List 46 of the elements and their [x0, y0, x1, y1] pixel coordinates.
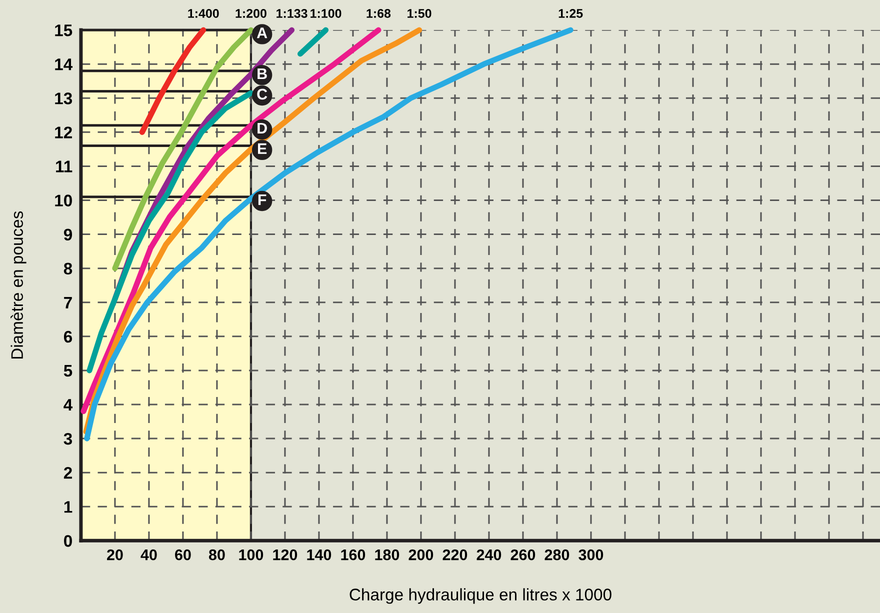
ref-line-label: D [258, 122, 267, 134]
x-tick-label: 80 [208, 549, 225, 560]
x-tick-label: 140 [307, 549, 332, 560]
x-tick-label: 180 [375, 549, 400, 560]
y-tick-label: 13 [55, 92, 72, 104]
x-axis-title: Charge hydraulique en litres x 1000 [350, 588, 612, 604]
x-tick-label: 120 [273, 549, 298, 560]
ref-line-label: E [258, 143, 267, 154]
ref-line-label: F [258, 194, 266, 205]
series-label: 1:50 [408, 8, 432, 18]
series-label: 1:133 [276, 8, 308, 18]
x-tick-label: 40 [140, 549, 157, 560]
y-tick-label: 10 [55, 194, 72, 206]
y-tick-label: 0 [64, 535, 72, 547]
ref-line-label: C [257, 88, 268, 100]
series-label: 1:400 [188, 8, 219, 18]
y-tick-label: 15 [55, 24, 72, 36]
series-label: 1:200 [236, 8, 266, 18]
y-tick-label: 3 [64, 432, 72, 445]
x-tick-label: 260 [510, 549, 536, 560]
y-axis-title: Diamètre en pouces [10, 211, 26, 359]
y-tick-label: 2 [64, 466, 72, 479]
y-tick-label: 5 [64, 365, 72, 377]
y-tick-label: 6 [64, 330, 72, 343]
y-tick-label: 8 [64, 262, 72, 275]
x-tick-label: 60 [175, 549, 191, 560]
series-label: 1:68 [366, 8, 391, 18]
y-tick-label: 4 [64, 399, 73, 411]
x-tick-label: 220 [442, 549, 468, 560]
y-tick-label: 9 [64, 228, 72, 240]
y-tick-label: 12 [55, 126, 72, 138]
series-label: 1:100 [310, 8, 342, 18]
x-tick-label: 20 [106, 549, 123, 560]
y-tick-label: 7 [64, 296, 72, 308]
y-tick-label: 1 [64, 501, 72, 513]
series-label: 1:25 [558, 8, 583, 18]
ref-line-label: A [256, 28, 268, 38]
x-tick-label: 200 [408, 549, 434, 560]
x-tick-label: 280 [544, 549, 570, 560]
y-tick-label: 11 [56, 160, 72, 172]
x-tick-label: 160 [341, 549, 366, 560]
ref-line-label: B [258, 68, 267, 80]
x-tick-label: 240 [476, 549, 502, 560]
y-tick-label: 14 [55, 58, 73, 70]
x-tick-label: 300 [578, 549, 604, 560]
x-tick-label: 100 [239, 549, 264, 560]
